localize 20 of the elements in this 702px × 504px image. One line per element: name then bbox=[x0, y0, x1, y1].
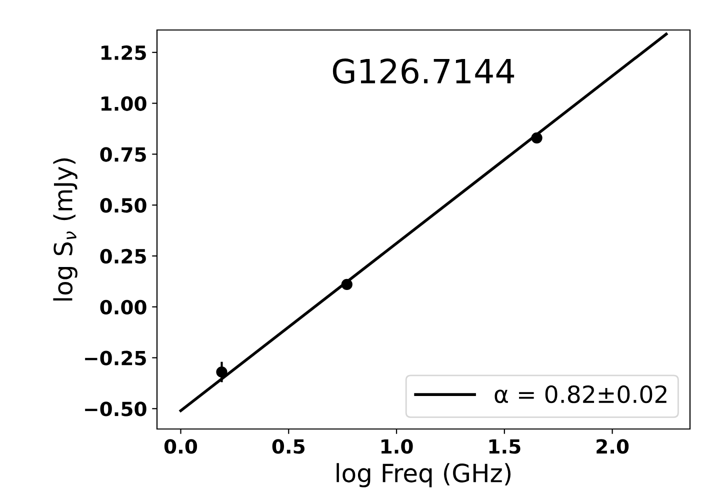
x-tick-label: 0.5 bbox=[272, 439, 304, 454]
y-axis-title: log S$_{ν}$ (mJy) bbox=[53, 158, 78, 301]
x-axis-title: log Freq (GHz) bbox=[336, 463, 511, 488]
annotation: G126.7144 bbox=[332, 58, 514, 84]
point bbox=[341, 278, 352, 290]
y-tick-label: 0.50 bbox=[100, 198, 146, 213]
point bbox=[531, 132, 542, 144]
x-tick-label: 2.0 bbox=[596, 439, 629, 454]
x-tick-label: 1.5 bbox=[489, 439, 520, 454]
x-tick-label: 0.0 bbox=[164, 439, 198, 454]
y-tick-label: −0.50 bbox=[85, 402, 146, 416]
y-tick-label: 1.00 bbox=[102, 96, 146, 111]
legend-label: α = 0.82±0.02 bbox=[494, 385, 666, 404]
point bbox=[216, 366, 228, 378]
x-tick-label: 1.0 bbox=[382, 439, 413, 454]
y-tick-label: 0.75 bbox=[100, 147, 146, 162]
y-tick-label: 0.25 bbox=[100, 248, 146, 264]
y-tick-label: 1.25 bbox=[102, 45, 146, 60]
y-tick-label: 0.00 bbox=[100, 300, 146, 315]
y-tick-label: −0.25 bbox=[85, 350, 146, 366]
